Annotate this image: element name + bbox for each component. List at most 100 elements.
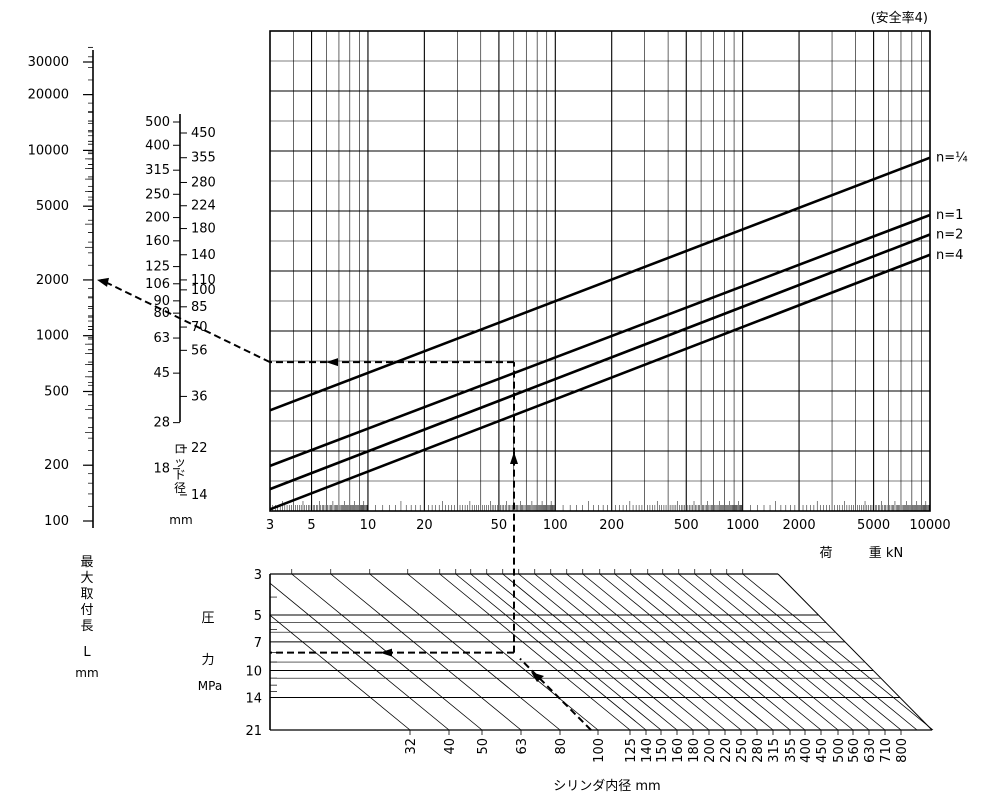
series-label-2: n=1 (936, 208, 963, 223)
bore-tick-label: 32 (404, 738, 419, 755)
length-tick-label: 10000 (28, 143, 69, 158)
bore-line (647, 573, 839, 731)
bore-tick-label: 125 (624, 738, 639, 763)
length-tick-label: 100 (44, 514, 69, 529)
x-tick-label: 100 (543, 518, 568, 533)
x-tick-label: 10000 (909, 518, 950, 533)
rod-tick-label-left: 45 (153, 366, 170, 381)
bore-tick-label: 220 (719, 738, 734, 763)
rod-scale-title-char: 径 (174, 481, 186, 495)
example-arrow-bore (531, 672, 544, 682)
length-scale-unit: mm (75, 666, 98, 680)
bore-line (550, 573, 742, 731)
rod-tick-label-left: 63 (153, 331, 170, 346)
pressure-tick-label: 5 (254, 609, 262, 624)
bore-line (269, 582, 450, 731)
bore-line (710, 573, 902, 731)
example-arrow-rod (326, 358, 338, 367)
rod-tick-label-right: 280 (191, 175, 216, 190)
rod-tick-label-right: 450 (191, 126, 216, 141)
bore-tick-label: 450 (815, 738, 830, 763)
bore-tick-label: 355 (784, 738, 799, 763)
bore-line (678, 573, 870, 731)
bore-tick-label: 180 (687, 738, 702, 763)
bore-tick-label: 40 (443, 738, 458, 755)
rod-scale-title-char: ド (174, 468, 186, 482)
example-arrow-length (97, 277, 109, 287)
example-arrow-up (510, 452, 518, 464)
rod-scale-title-char: ロ (174, 442, 186, 456)
rod-tick-label-right: 85 (191, 300, 208, 315)
x-tick-label: 20 (416, 518, 433, 533)
series-line-4 (269, 253, 931, 511)
rod-tick-label-left: 80 (153, 306, 170, 321)
bore-tick-label: 63 (515, 738, 530, 755)
load-chart-series: n=¼ n=1 n=2 n=4 (269, 151, 968, 511)
pressure-tick-label: 21 (245, 724, 262, 739)
x-tick-label: 5 (307, 518, 315, 533)
length-scale-title-char: 取 (80, 587, 93, 602)
rod-tick-label-left: 200 (145, 211, 170, 226)
rod-tick-label-left: 500 (145, 115, 170, 130)
length-tick-label: 500 (44, 384, 69, 399)
rod-tick-label-right: 56 (191, 343, 208, 358)
rod-tick-label-left: 28 (153, 416, 170, 431)
x-tick-label: 1000 (726, 518, 759, 533)
pressure-tick-label: 10 (245, 665, 262, 680)
length-scale-title-char: 最 (80, 555, 93, 570)
rod-tick-label-right: 180 (191, 222, 216, 237)
length-scale-title-char: 長 (80, 619, 93, 634)
rod-tick-label-left: 90 (153, 294, 170, 309)
bore-line (582, 573, 774, 731)
bore-line (566, 573, 758, 731)
bore-tick-label: 560 (847, 738, 862, 763)
bore-line (599, 573, 791, 731)
length-tick-label: 2000 (36, 273, 69, 288)
x-tick-label: 50 (491, 518, 508, 533)
bore-tick-label: 150 (655, 738, 670, 763)
rod-tick-label-left: 160 (145, 234, 170, 249)
x-tick-label: 500 (674, 518, 699, 533)
bore-line (662, 573, 854, 731)
bore-line (742, 573, 934, 731)
rod-tick-label-left: 125 (145, 260, 170, 275)
bore-tick-label: 140 (640, 738, 655, 763)
rod-tick-label-right: 22 (191, 441, 208, 456)
length-tick-label: 1000 (36, 329, 69, 344)
rod-tick-label-right: 110 (191, 273, 216, 288)
rod-tick-label-left: 250 (145, 187, 170, 202)
pressure-unit: MPa (198, 679, 222, 693)
max-length-scale: 30000 20000 10000 5000 2000 1000 500 200 100 最大取付… (28, 46, 94, 634)
bore-line (518, 573, 710, 731)
length-tick-label: 5000 (36, 199, 69, 214)
x-tick-label: 3 (266, 518, 274, 533)
length-tick-label: 20000 (28, 88, 69, 103)
bore-line (534, 573, 726, 731)
rod-tick-label-left: 315 (145, 163, 170, 178)
rod-tick-label-right: 355 (191, 151, 216, 166)
rod-scale-title-char: ッ (174, 455, 186, 469)
pressure-tick-label: 7 (254, 636, 262, 651)
bore-tick-label: 160 (671, 738, 686, 763)
series-line-3 (269, 233, 931, 491)
bore-tick-label: 630 (863, 738, 878, 763)
length-scale-title-char: 大 (80, 571, 93, 586)
rod-tick-label-left: 106 (145, 277, 170, 292)
x-axis-title-left: 荷 (819, 546, 832, 561)
bore-tick-label: 100 (592, 738, 607, 763)
rod-tick-label-left: 400 (145, 138, 170, 153)
pressure-tick-label: 3 (254, 568, 262, 583)
rod-tick-label-right: 36 (191, 389, 208, 404)
x-axis-title-right: 重 kN (869, 545, 903, 561)
example-length-leader (100, 279, 271, 364)
bore-tick-label: 250 (735, 738, 750, 763)
rod-tick-label-left: 18 (153, 462, 170, 477)
bore-line (470, 573, 662, 731)
rod-tick-label-right: 224 (191, 199, 216, 214)
example-bore-leader (519, 657, 592, 731)
bore-tick-label: 500 (832, 738, 847, 763)
bore-tick-label: 315 (767, 738, 782, 763)
rod-tick-label-right: 140 (191, 248, 216, 263)
